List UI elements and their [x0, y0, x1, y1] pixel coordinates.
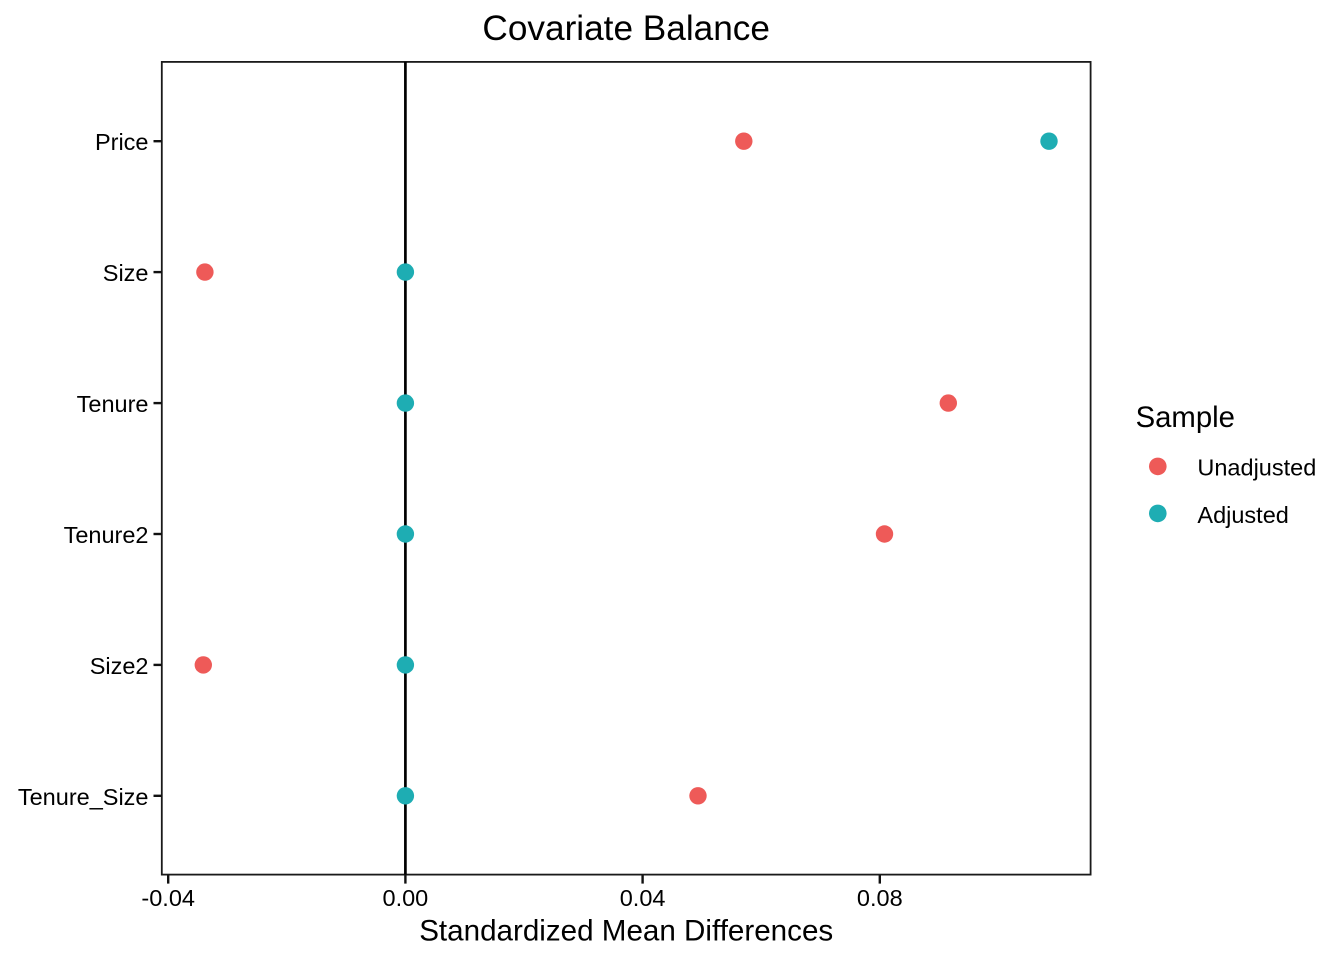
svg-text:Price: Price: [95, 129, 149, 155]
svg-text:Covariate Balance: Covariate Balance: [482, 9, 770, 48]
svg-text:Sample: Sample: [1136, 401, 1235, 434]
svg-text:Unadjusted: Unadjusted: [1197, 455, 1316, 481]
svg-text:Adjusted: Adjusted: [1197, 502, 1288, 528]
svg-text:0.04: 0.04: [620, 885, 666, 911]
svg-text:Size: Size: [103, 260, 149, 286]
svg-text:Tenure: Tenure: [77, 391, 149, 417]
svg-text:0.08: 0.08: [857, 885, 903, 911]
svg-text:Standardized Mean Differences: Standardized Mean Differences: [419, 914, 833, 947]
svg-text:Tenure2: Tenure2: [64, 522, 149, 548]
svg-text:Tenure_Size: Tenure_Size: [18, 784, 149, 810]
svg-text:0.00: 0.00: [383, 885, 429, 911]
svg-text:-0.04: -0.04: [141, 885, 195, 911]
svg-text:Size2: Size2: [90, 653, 149, 679]
